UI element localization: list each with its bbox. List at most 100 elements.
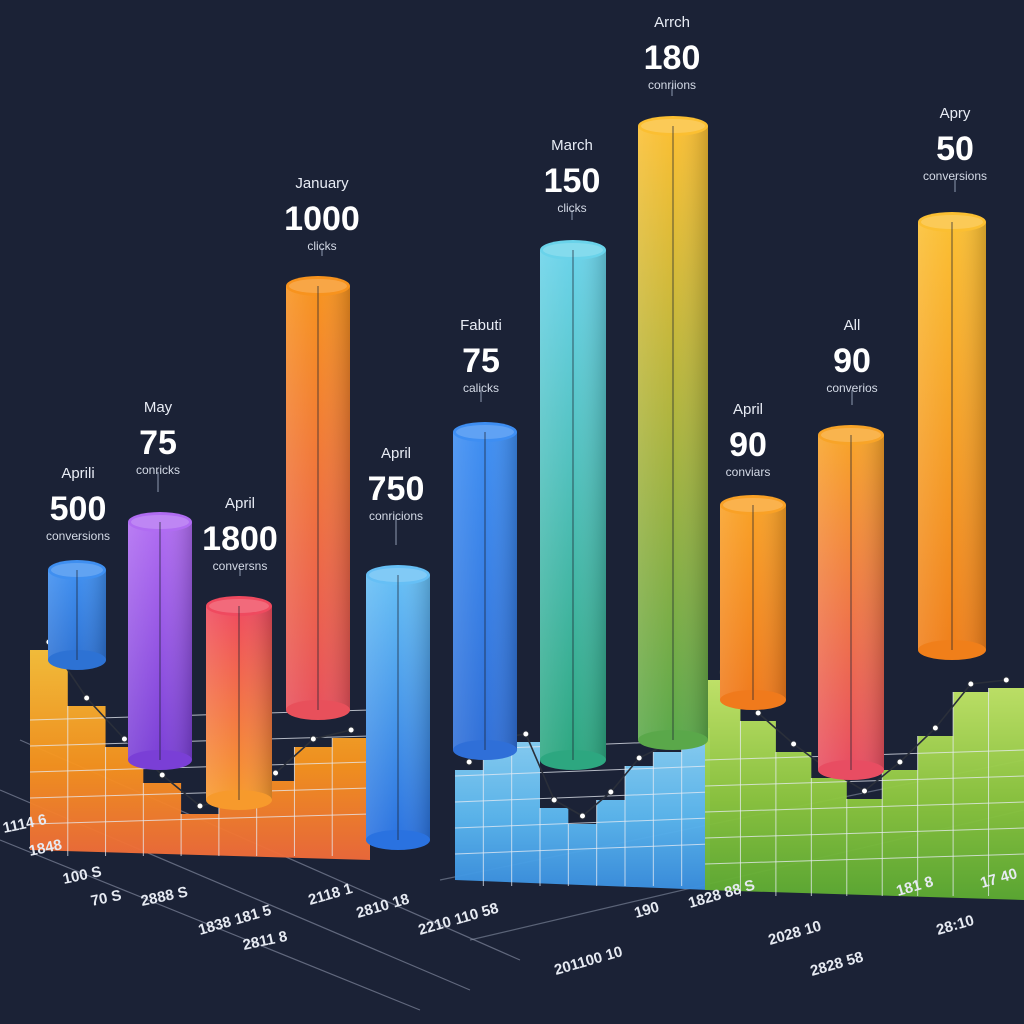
- bar-month-label: Fabuti: [460, 317, 502, 334]
- trend-point: [196, 802, 204, 810]
- area-body: [705, 680, 1024, 900]
- grid-line: [29, 761, 371, 773]
- trend-point: [967, 680, 975, 688]
- trend-point: [272, 769, 280, 777]
- grid-line: [704, 853, 1024, 865]
- bar-labels: Aprili500conversionsMay75conricksApril18…: [46, 14, 987, 573]
- trend-point: [465, 758, 473, 766]
- trend-point: [550, 796, 558, 804]
- tick-label: 28:10: [934, 912, 976, 939]
- leader-lines: [77, 87, 956, 576]
- tick-label: 2118 1: [306, 880, 354, 909]
- bar-month-label: April: [225, 495, 255, 512]
- bar-month-label: January: [295, 175, 349, 192]
- bar-cylinder: [720, 495, 786, 710]
- grid-line: [29, 813, 371, 825]
- trend-point: [83, 694, 91, 702]
- area-band: [454, 716, 711, 890]
- bar-metric-label: calicks: [463, 381, 499, 395]
- bar-metric-label: conviars: [726, 465, 771, 479]
- trend-point: [120, 735, 128, 743]
- grid-line: [454, 817, 711, 829]
- tick-label: 2028 10: [766, 918, 823, 949]
- bar-month-label: March: [551, 137, 593, 154]
- bar-month-label: Aprili: [61, 465, 94, 482]
- tick-label: 2828 58: [808, 949, 865, 980]
- bar-value-label: 150: [544, 162, 601, 200]
- tick-label: 190: [632, 899, 661, 922]
- area-body: [30, 650, 370, 860]
- bar-cylinder: [540, 240, 606, 770]
- bar-metric-label: conversions: [46, 529, 110, 543]
- bar-cylinder: [286, 276, 350, 720]
- bar-value-label: 50: [936, 130, 974, 168]
- trend-point: [309, 735, 317, 743]
- grid-line: [704, 775, 1024, 787]
- bar-cylinder: [206, 596, 272, 810]
- bar-month-label: April: [381, 445, 411, 462]
- bar-metric-label: conriions: [648, 78, 696, 92]
- bar-metric-label: conversns: [213, 559, 268, 573]
- bar-value-label: 90: [833, 342, 871, 380]
- bar-metric-label: conversions: [923, 169, 987, 183]
- bar-value-label: 1800: [202, 520, 278, 558]
- bar-cylinder: [638, 116, 708, 750]
- tick-label: 201100 10: [552, 943, 624, 979]
- bar-cylinder: [366, 565, 430, 850]
- tick-label: 2810 18: [354, 891, 411, 922]
- trend-point: [347, 726, 355, 734]
- trend-point: [635, 754, 643, 762]
- grid-line: [454, 843, 711, 855]
- bar-metric-label: converios: [826, 381, 877, 395]
- trend-point: [579, 812, 586, 820]
- trend-point: [607, 788, 615, 796]
- tick-label: 1848: [27, 836, 63, 860]
- area-band: [704, 668, 1024, 900]
- trend-point: [896, 758, 904, 766]
- bar-month-label: May: [144, 399, 173, 416]
- grid-line: [704, 827, 1024, 839]
- bar-month-label: Arrch: [654, 14, 690, 31]
- trend-point: [754, 709, 762, 717]
- area-band: [29, 638, 371, 860]
- bar-month-label: April: [733, 401, 763, 418]
- grid-line: [29, 787, 371, 799]
- trend-point: [861, 787, 868, 795]
- bar-metric-label: conricions: [369, 509, 423, 523]
- bar-cylinder: [918, 212, 986, 660]
- bar-cylinder: [453, 422, 517, 760]
- bar-value-label: 180: [644, 39, 701, 77]
- bar-value-label: 1000: [284, 200, 360, 238]
- bar-cylinder: [818, 425, 884, 780]
- grid-line: [454, 791, 711, 803]
- bar-value-label: 500: [50, 490, 107, 528]
- trend-point: [522, 730, 530, 738]
- bar-series: [48, 116, 986, 850]
- bar-month-label: Apry: [940, 105, 971, 122]
- bar-metric-label: conricks: [136, 463, 180, 477]
- grid-line: [454, 765, 711, 777]
- bar-value-label: 90: [729, 426, 767, 464]
- bar-cylinder: [128, 512, 192, 770]
- bar-month-label: All: [844, 317, 861, 334]
- bar-metric-label: clicks: [307, 239, 336, 253]
- grid-line: [704, 801, 1024, 813]
- trend-point: [931, 724, 939, 732]
- bar-cylinder: [48, 560, 106, 670]
- bar-metric-label: clicks: [557, 201, 586, 215]
- trend-point: [790, 740, 798, 748]
- tick-label: 70 S: [89, 887, 123, 910]
- bar-value-label: 75: [139, 424, 177, 462]
